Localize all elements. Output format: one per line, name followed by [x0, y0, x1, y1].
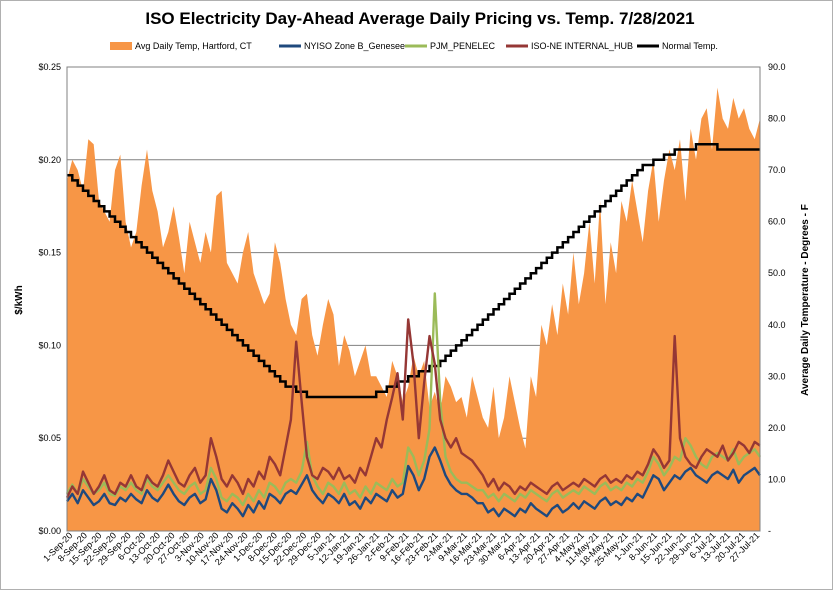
legend-label: Avg Daily Temp, Hartford, CT [135, 41, 252, 51]
y2-tick-label: 20.0 [768, 423, 786, 433]
legend-swatch [110, 42, 132, 50]
legend-label: ISO-NE INTERNAL_HUB [531, 41, 633, 51]
chart-title: ISO Electricity Day-Ahead Average Daily … [145, 9, 694, 28]
y2-tick-label: 70.0 [768, 165, 786, 175]
series-line-iso-ne-internal-hub [65, 318, 761, 499]
series-line-normal-temp [67, 143, 760, 399]
y2-axis-title: Average Daily Temperature - Degrees - F [800, 204, 811, 396]
series-layer [65, 87, 761, 531]
y2-tick-label: 30.0 [768, 371, 786, 381]
y-tick-label: $0.25 [38, 62, 61, 72]
y2-tick-label: 90.0 [768, 62, 786, 72]
series-line-nyiso-zone-b-genesee [66, 446, 761, 518]
y2-tick-label: 10.0 [768, 474, 786, 484]
y2-tick-label: 40.0 [768, 320, 786, 330]
y2-tick-label: - [768, 526, 771, 536]
y-tick-label: $0.20 [38, 155, 61, 165]
series-line-pjm-penelec [65, 292, 761, 507]
y-tick-label: $0.05 [38, 433, 61, 443]
legend-label: PJM_PENELEC [430, 41, 496, 51]
legend-label: Normal Temp. [662, 41, 718, 51]
y2-tick-label: 80.0 [768, 114, 786, 124]
y2-axis-ticks: - 10.0 20.0 30.0 40.0 50.0 60.0 70.0 80.0 90.0 [768, 62, 786, 536]
y-tick-label: $0.10 [38, 340, 61, 350]
y-axis-title: $/kWh [14, 285, 25, 314]
plot-border [66, 66, 761, 532]
y-axis-ticks: $0.00 $0.05 $0.10 $0.15 $0.20 $0.25 [38, 62, 61, 536]
legend: Avg Daily Temp, Hartford, CT NYISO Zone B… [110, 41, 718, 51]
y-tick-label: $0.00 [38, 526, 61, 536]
y-tick-label: $0.15 [38, 248, 61, 258]
y2-tick-label: 60.0 [768, 217, 786, 227]
y2-tick-label: 50.0 [768, 268, 786, 278]
x-axis-ticks: 1-Sep-208-Sep-2015-Sep-2022-Sep-2029-Sep… [41, 530, 761, 567]
legend-label: NYISO Zone B_Genesee [304, 41, 405, 51]
series-area-avg-daily-temp [67, 87, 760, 531]
